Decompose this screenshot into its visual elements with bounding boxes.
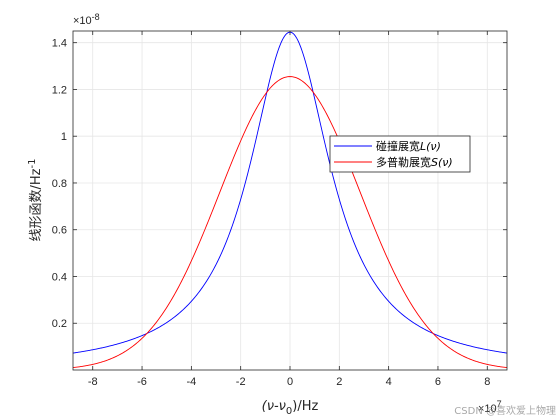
x-tick-label: 2	[336, 376, 342, 388]
x-axis-label: (ν-ν0)/Hz	[262, 399, 319, 417]
y-exponent-label: ×10-8	[73, 12, 100, 27]
y-tick-label: 1.4	[52, 38, 67, 50]
y-tick-label: 0.4	[52, 271, 67, 283]
x-tick-label: 6	[435, 376, 441, 388]
x-tick-label: -2	[236, 376, 246, 388]
legend: 碰撞展宽L(ν) 多普勒展宽S(ν)	[329, 135, 471, 173]
watermark: CSDN @喜欢爱上物理	[454, 406, 556, 417]
legend-label-lorentz: 碰撞展宽L(ν)	[376, 139, 441, 153]
plot-area: -8 -6 -4 -2 0 2 4 6 8 0.2 0.4 0.6 0.8 1 1.2 1.4	[52, 30, 508, 388]
x-tick-label: -8	[88, 376, 98, 388]
legend-box	[329, 135, 471, 173]
x-tick-label: -6	[137, 376, 147, 388]
legend-label-doppler: 多普勒展宽S(ν)	[376, 155, 453, 169]
y-tick-label: 0.6	[52, 225, 67, 237]
y-tick-label: 0.2	[52, 318, 67, 330]
x-tick-label: 4	[386, 376, 392, 388]
series-line-doppler	[72, 76, 508, 369]
ticks: -8 -6 -4 -2 0 2 4 6 8 0.2 0.4 0.6 0.8 1 1.2 1.4	[52, 31, 507, 388]
y-tick-label: 1.2	[52, 84, 67, 96]
x-tick-label: -4	[186, 376, 196, 388]
x-tick-label: 0	[287, 376, 293, 388]
x-exponent-label: ×107	[478, 399, 502, 415]
grid	[73, 31, 507, 370]
y-tick-label: 0.8	[52, 178, 67, 190]
y-axis-label: 线形函数/Hz-1	[27, 159, 44, 242]
y-tick-label: 1	[61, 131, 67, 143]
x-tick-label: 8	[484, 376, 490, 388]
